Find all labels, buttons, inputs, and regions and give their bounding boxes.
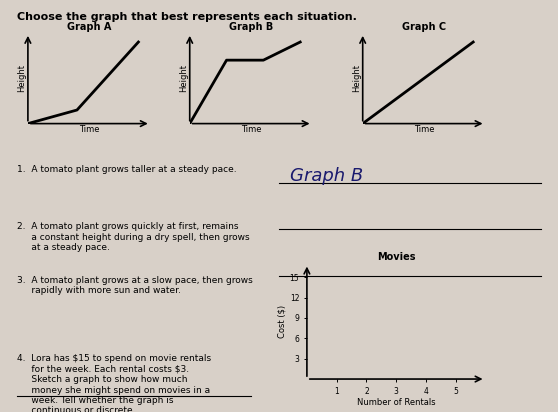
Title: Graph B: Graph B bbox=[229, 22, 273, 32]
Title: Graph C: Graph C bbox=[402, 22, 446, 32]
Text: 3.  A tomato plant grows at a slow pace, then grows
     rapidly with more sun a: 3. A tomato plant grows at a slow pace, … bbox=[17, 276, 252, 295]
X-axis label: Number of Rentals: Number of Rentals bbox=[357, 398, 435, 407]
Text: Graph B: Graph B bbox=[290, 167, 363, 185]
X-axis label: Time: Time bbox=[79, 125, 99, 134]
Title: Movies: Movies bbox=[377, 251, 415, 262]
Text: 1.  A tomato plant grows taller at a steady pace.: 1. A tomato plant grows taller at a stea… bbox=[17, 165, 237, 174]
Y-axis label: Height: Height bbox=[17, 64, 27, 92]
Y-axis label: Height: Height bbox=[179, 64, 189, 92]
Y-axis label: Cost ($): Cost ($) bbox=[278, 305, 287, 338]
Title: Graph A: Graph A bbox=[67, 22, 112, 32]
Text: 2.  A tomato plant grows quickly at first, remains
     a constant height during: 2. A tomato plant grows quickly at first… bbox=[17, 222, 249, 252]
Y-axis label: Height: Height bbox=[352, 64, 362, 92]
Text: Choose the graph that best represents each situation.: Choose the graph that best represents ea… bbox=[17, 12, 357, 22]
Text: 4.  Lora has $15 to spend on movie rentals
     for the week. Each rental costs : 4. Lora has $15 to spend on movie rental… bbox=[17, 354, 211, 412]
X-axis label: Time: Time bbox=[241, 125, 261, 134]
X-axis label: Time: Time bbox=[414, 125, 434, 134]
